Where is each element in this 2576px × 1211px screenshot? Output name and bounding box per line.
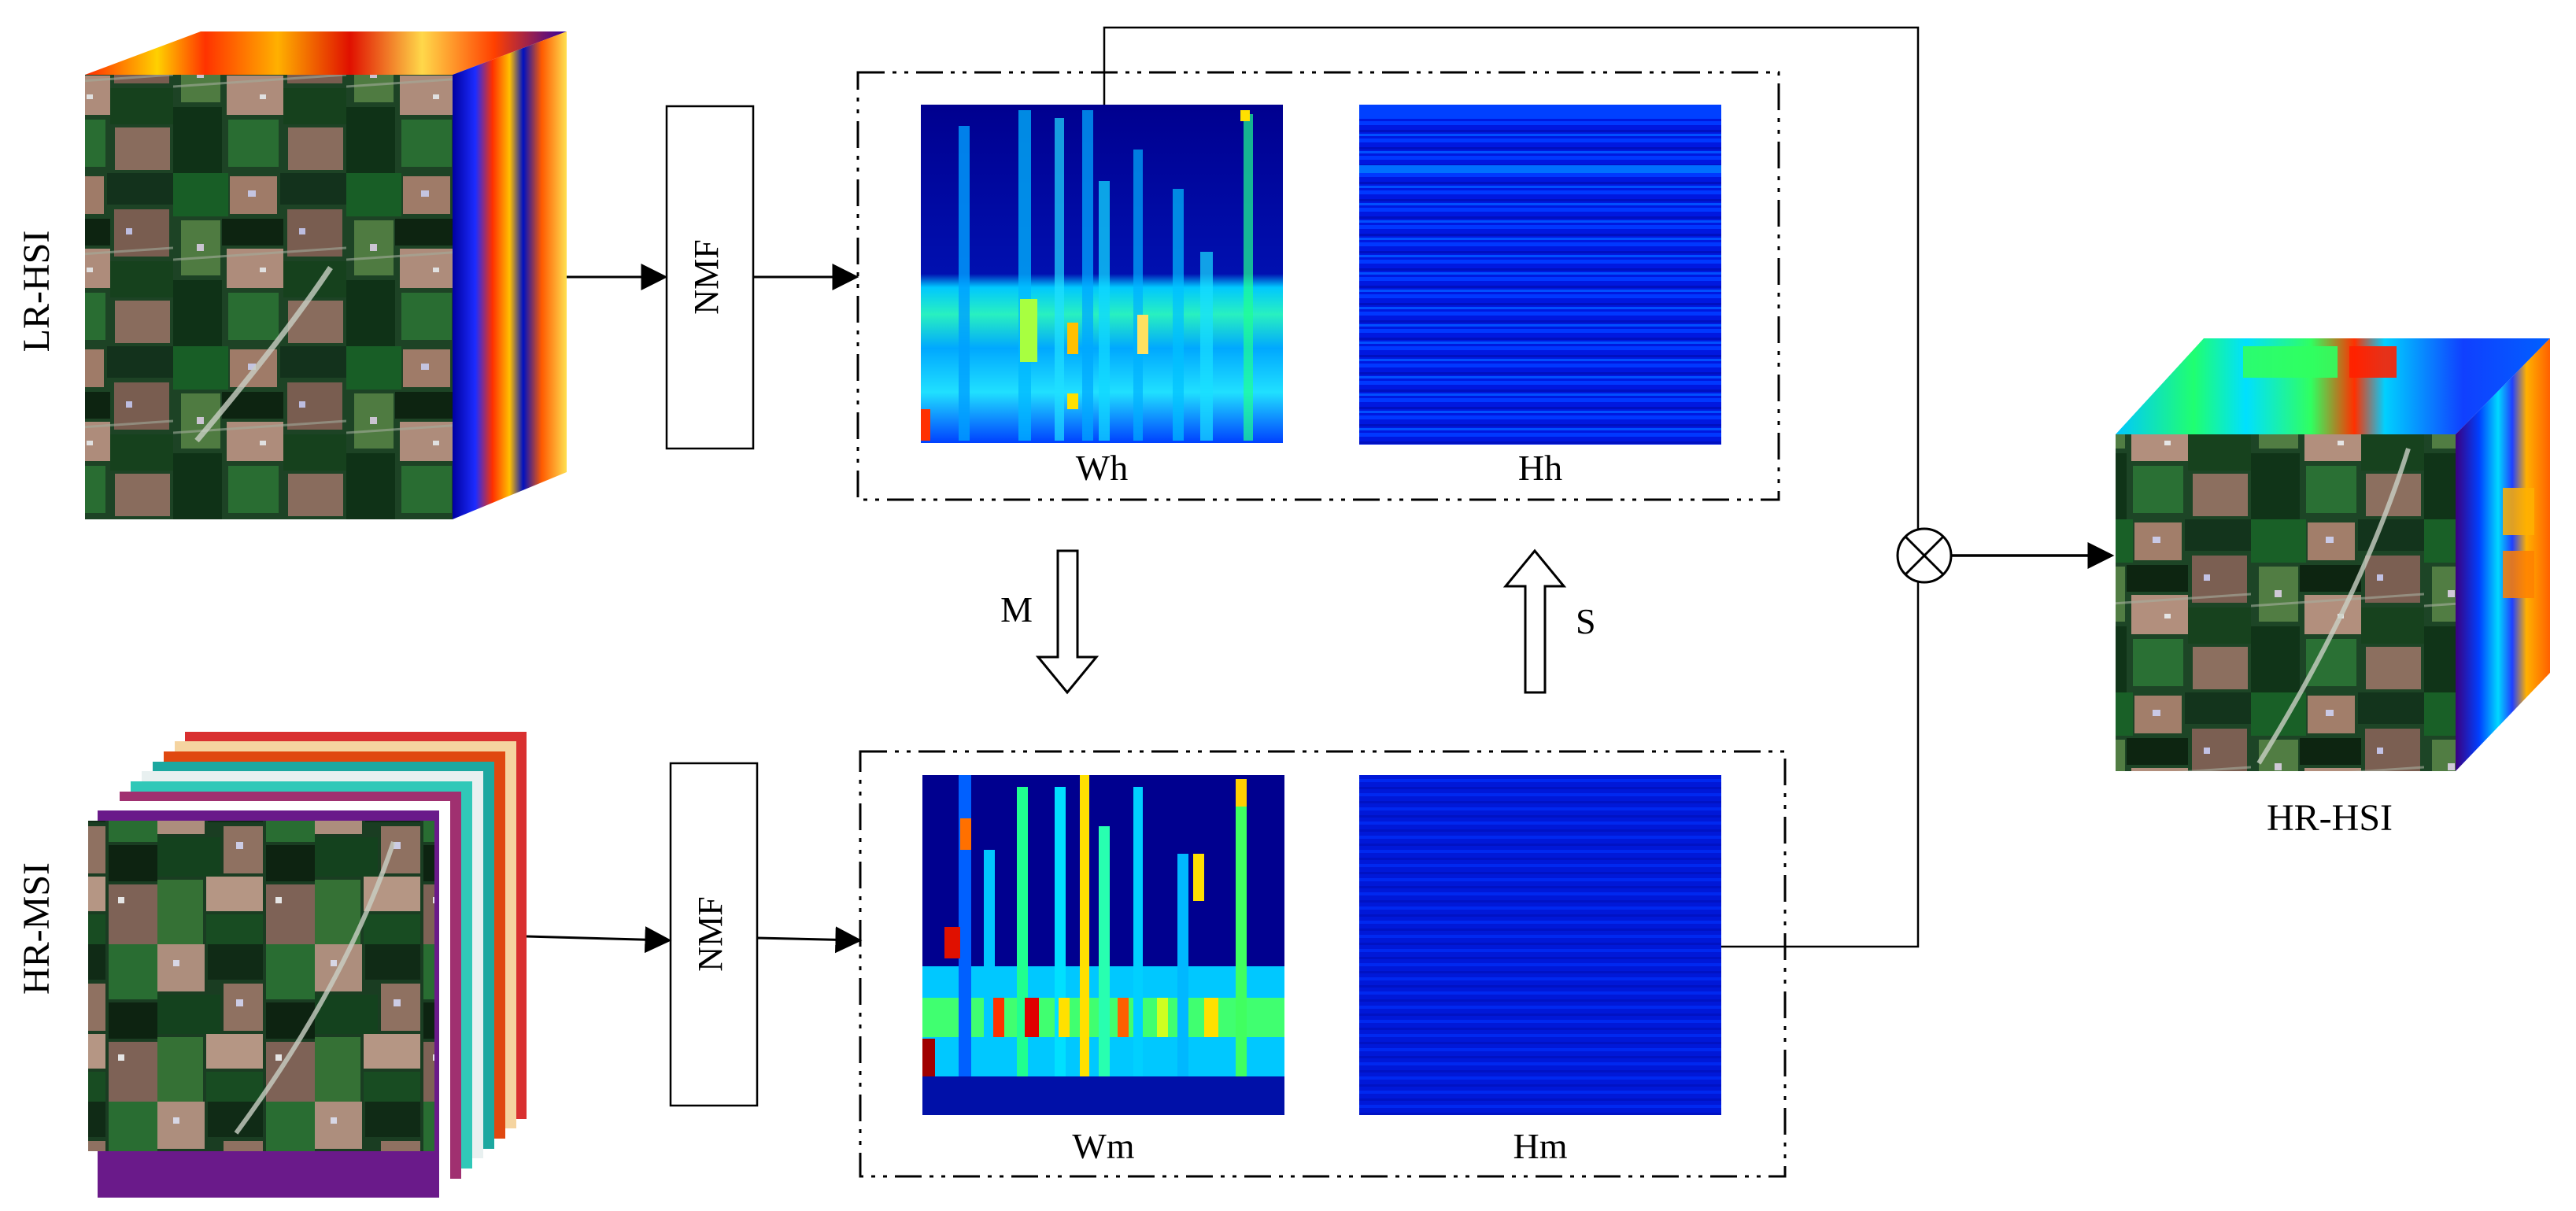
wh-matrix: [921, 105, 1283, 443]
hm-to-multiply-line: [1721, 582, 1920, 948]
lr-hsi-top-face: [85, 31, 567, 75]
nmf-bottom-label: NMF: [691, 896, 730, 971]
hh-label: Hh: [1518, 448, 1562, 488]
s-transfer-arrow: [1502, 548, 1567, 694]
hyperspectral-factor-group: [856, 71, 1780, 501]
arrow-hr-msi-to-nmf: [526, 926, 672, 954]
hr-hsi-cube: [2116, 338, 2550, 771]
hh-matrix: [1359, 105, 1721, 445]
nmf-top-label: NMF: [687, 239, 726, 314]
hr-hsi-label: HR-HSI: [2267, 797, 2393, 839]
wm-matrix: [922, 775, 1284, 1115]
nmf-bottom-box: NMF: [669, 762, 759, 1107]
m-transfer-arrow: [1035, 549, 1100, 695]
m-label: M: [1000, 589, 1033, 629]
wh-to-multiply-line: [1103, 26, 1920, 529]
wm-label: Wm: [1072, 1126, 1134, 1166]
lr-hsi-spatial-image: [85, 75, 453, 519]
lr-hsi-cube: [85, 31, 567, 519]
multispectral-factor-group: [859, 750, 1787, 1178]
s-label: S: [1576, 601, 1596, 641]
multiply-node: [1896, 527, 1953, 584]
hm-label: Hm: [1513, 1126, 1568, 1166]
lr-hsi-label: LR-HSI: [16, 231, 57, 353]
lr-hsi-side-face: [453, 31, 567, 519]
arrow-nmf-to-bottom-factors: [756, 926, 863, 954]
hr-hsi-top-face: [2116, 338, 2550, 434]
nmf-top-box: NMF: [665, 105, 755, 450]
hm-matrix: [1359, 775, 1721, 1115]
wh-label: Wh: [1076, 448, 1128, 488]
hr-msi-label: HR-MSI: [16, 862, 57, 995]
hr-msi-stack: [88, 732, 527, 1198]
